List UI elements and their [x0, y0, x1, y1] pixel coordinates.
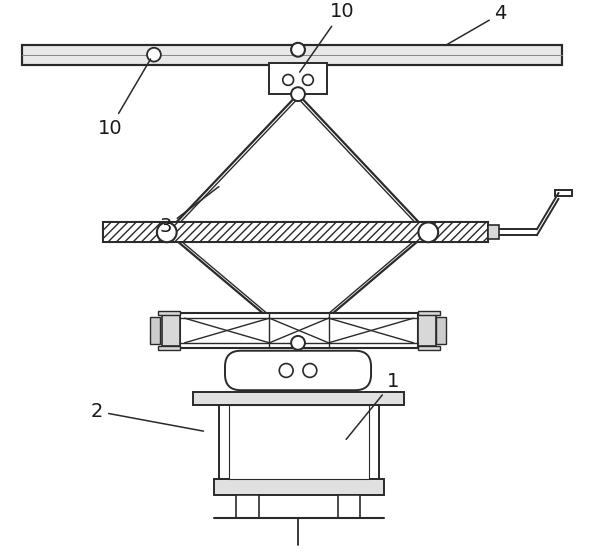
Circle shape	[283, 75, 293, 86]
Bar	[103, 222, 488, 242]
Bar	[436, 317, 446, 344]
Text: 4: 4	[446, 4, 507, 46]
Circle shape	[291, 87, 305, 101]
Bar	[214, 479, 384, 495]
Bar	[179, 313, 418, 348]
Circle shape	[291, 43, 305, 57]
Circle shape	[291, 336, 305, 350]
Text: 2: 2	[91, 402, 203, 431]
Bar	[150, 317, 160, 344]
Bar	[488, 225, 499, 239]
Text: 1: 1	[346, 373, 399, 439]
Circle shape	[302, 75, 313, 86]
Bar	[162, 315, 179, 346]
Text: 10: 10	[98, 59, 151, 138]
Bar	[269, 63, 326, 94]
Bar	[158, 311, 179, 315]
Bar	[229, 405, 369, 479]
Bar	[219, 405, 379, 479]
FancyBboxPatch shape	[225, 351, 371, 390]
Bar	[418, 311, 440, 315]
Bar	[236, 495, 259, 519]
Bar	[158, 346, 179, 350]
Text: 10: 10	[299, 2, 354, 72]
Bar	[338, 495, 360, 519]
Bar	[418, 315, 436, 346]
Bar	[193, 392, 404, 405]
Bar	[418, 346, 440, 350]
Circle shape	[279, 364, 293, 378]
Text: 3: 3	[160, 187, 219, 236]
Circle shape	[157, 222, 176, 242]
Bar	[22, 45, 562, 64]
Circle shape	[147, 48, 161, 62]
Circle shape	[418, 222, 438, 242]
Bar	[103, 222, 488, 242]
Circle shape	[303, 364, 317, 378]
